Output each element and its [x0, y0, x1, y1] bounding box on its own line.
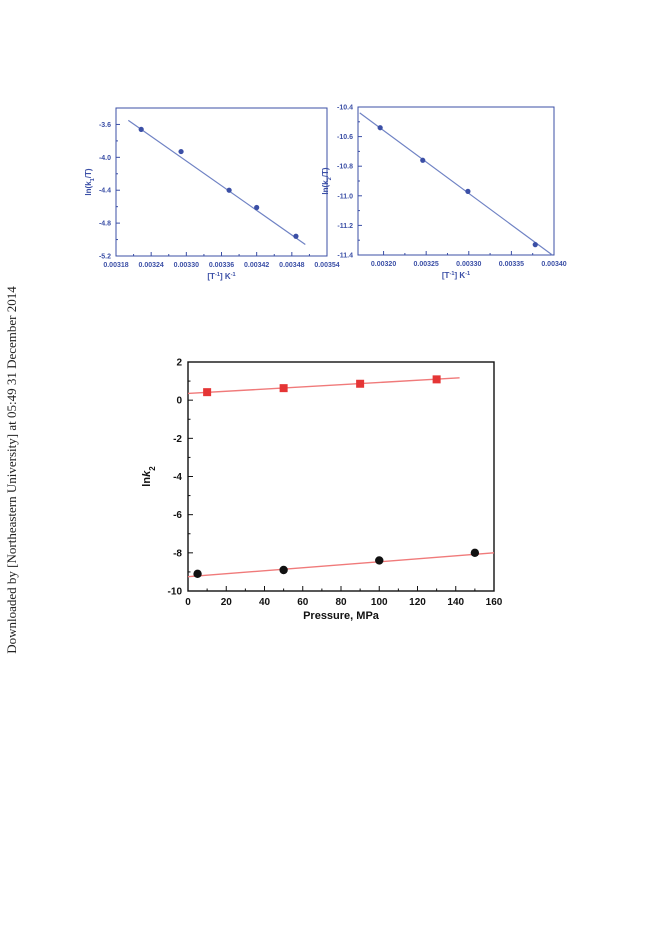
x-axis-label: [T-1] K-1: [207, 272, 235, 281]
x-tick-label: 0.00320: [371, 261, 396, 268]
y-tick-label: -4.4: [99, 188, 111, 195]
y-tick-label: -11.4: [337, 252, 353, 259]
x-tick-label: 60: [297, 597, 309, 608]
data-point: [465, 188, 471, 194]
data-point-square: [279, 384, 288, 393]
data-point-circle: [193, 569, 202, 579]
x-axis-label: [T-1] K-1: [442, 271, 470, 280]
data-point-circle: [470, 548, 480, 558]
x-tick-label: 0: [185, 597, 191, 608]
x-tick-label: 100: [371, 597, 388, 608]
fit-line: [127, 119, 306, 245]
x-tick-label: 20: [221, 597, 233, 608]
fit-line: [359, 112, 553, 256]
y-axis-label: lnk2: [141, 466, 157, 487]
chart-ln-k1-vs-inverse-temperature: 0.00318 0.00324 0.00330 0.00336 0.00342 0.003…: [84, 107, 340, 281]
data-point-circle: [279, 565, 288, 575]
x-tick-label: 0.00342: [244, 262, 269, 269]
y-tick-label: -10.6: [337, 134, 353, 141]
y-axis-label: ln(k1/T): [84, 168, 96, 195]
data-point: [226, 187, 232, 193]
fit-line-series-1: [187, 377, 460, 395]
y-tick-label: -4.0: [99, 155, 111, 162]
y-tick-label: -5.2: [99, 253, 111, 260]
data-point-square: [203, 388, 212, 397]
chart-ln-k2-vs-pressure: 0 20 40 60 80 100 120 140 16020-2-4-6-8-10Pressu…: [141, 358, 503, 623]
y-tick-label: -4.8: [99, 221, 111, 228]
x-axis-label: Pressure, MPa: [303, 610, 380, 622]
data-point: [178, 148, 184, 155]
data-point: [138, 126, 144, 132]
data-point-circle: [375, 556, 384, 565]
y-tick-label: -3.6: [99, 122, 111, 129]
y-tick-label: -10.4: [337, 104, 353, 111]
y-tick-label: 2: [176, 358, 182, 369]
x-tick-label: 0.00330: [456, 261, 481, 268]
y-tick-label: -8: [173, 548, 182, 559]
y-tick-label: -10.8: [337, 164, 353, 171]
data-point: [293, 233, 299, 239]
x-tick-label: 80: [335, 597, 347, 608]
y-tick-label: -4: [173, 472, 182, 483]
data-point: [377, 125, 383, 131]
x-tick-label: 0.00324: [139, 262, 164, 269]
x-tick-label: 0.00340: [541, 261, 566, 268]
y-tick-label: -2: [173, 434, 182, 445]
x-tick-label: 0.00330: [174, 262, 199, 269]
x-tick-label: 120: [409, 597, 426, 608]
y-tick-label: -6: [173, 510, 182, 521]
x-tick-label: 0.00318: [103, 262, 128, 269]
plot-frame: [357, 106, 555, 256]
x-tick-label: 0.00348: [279, 262, 304, 269]
x-tick-label: 140: [447, 597, 464, 608]
data-point: [532, 242, 538, 248]
data-point: [254, 204, 260, 211]
data-point-square: [356, 379, 365, 388]
x-tick-label: 0.00325: [414, 261, 439, 268]
y-tick-label: -11.2: [337, 223, 353, 230]
chart-ln-k2-vs-inverse-temperature: 0.00320 0.00325 0.00330 0.00335 0.00340 -10.4…: [321, 104, 567, 280]
x-tick-label: 160: [486, 597, 503, 608]
data-point: [420, 157, 426, 163]
fit-line-series-2: [187, 552, 495, 578]
y-tick-label: -10: [168, 587, 183, 598]
y-tick-label: 0: [176, 396, 182, 407]
x-tick-label: 0.00354: [314, 262, 339, 269]
x-tick-label: 0.00335: [499, 261, 524, 268]
x-tick-label: 0.00336: [209, 262, 234, 269]
y-axis-label: ln(k2/T): [321, 167, 333, 194]
x-tick-label: 40: [259, 597, 271, 608]
y-tick-label: -11.0: [337, 193, 353, 200]
data-point-square: [432, 375, 441, 384]
